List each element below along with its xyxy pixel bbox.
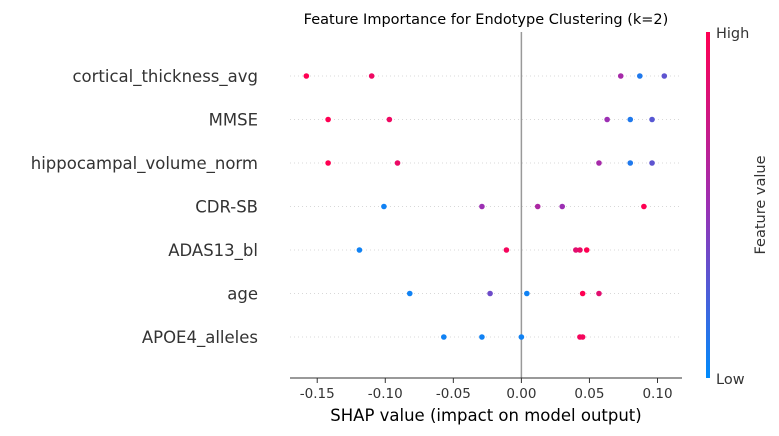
shap-point [325, 160, 331, 166]
gridlines [290, 75, 682, 338]
shap-point [368, 73, 375, 79]
chart-title: Feature Importance for Endotype Clusteri… [304, 12, 669, 28]
shap-point [487, 290, 493, 297]
shap-point [579, 290, 586, 297]
shap-point [559, 203, 566, 210]
x-axis-label: SHAP value (impact on model output) [330, 406, 641, 425]
shap-point [325, 116, 331, 123]
colorbar-label: Feature value [753, 155, 769, 254]
shap-point [406, 290, 413, 297]
feature-label: hippocampal_volume_norm [31, 154, 258, 174]
shap-point [573, 247, 579, 253]
feature-label: MMSE [209, 111, 258, 130]
shap-point [627, 160, 634, 166]
colorbar-low-label: Low [716, 372, 745, 388]
colorbar [706, 32, 710, 378]
shap-point [386, 116, 393, 123]
feature-label: age [227, 285, 258, 304]
shap-point [627, 116, 634, 123]
x-tick-label: -0.10 [368, 386, 403, 402]
feature-label: cortical_thickness_avg [72, 67, 258, 87]
shap-point [356, 247, 363, 253]
shap-point [441, 334, 447, 340]
feature-label: APOE4_alleles [142, 328, 258, 348]
shap-point [518, 334, 525, 340]
shap-point [303, 73, 310, 79]
x-tick-label: 0.10 [642, 386, 672, 402]
shap-point [661, 73, 668, 79]
shap-point [579, 334, 586, 340]
x-tick-label: 0.00 [506, 386, 536, 402]
shap-point [524, 290, 530, 297]
shap-point [617, 73, 624, 79]
shap-point [649, 116, 655, 123]
colorbar-high-label: High [716, 26, 749, 42]
shap-point [637, 73, 643, 79]
shap-point [534, 203, 541, 210]
feature-labels: cortical_thickness_avg MMSE hippocampal_vo… [31, 67, 258, 348]
feature-label: ADAS13_bl [168, 241, 258, 261]
shap-point [649, 160, 655, 166]
shap-point [641, 203, 647, 210]
x-tick-label: 0.05 [574, 386, 604, 402]
shap-point [604, 116, 610, 123]
data-points [303, 73, 668, 340]
shap-point [394, 160, 401, 166]
shap-point [583, 247, 590, 253]
shap-point [596, 290, 602, 297]
x-tick-label: -0.15 [300, 386, 335, 402]
shap-point [479, 334, 485, 340]
shap-point [577, 247, 583, 253]
x-ticks: -0.15 -0.10 -0.05 0.00 0.05 0.10 [300, 378, 673, 402]
shap-point [596, 160, 602, 166]
shap-point [479, 203, 485, 210]
shap-point [503, 247, 510, 253]
feature-label: CDR-SB [195, 198, 258, 217]
x-tick-label: -0.05 [436, 386, 471, 402]
shap-point [381, 203, 387, 210]
